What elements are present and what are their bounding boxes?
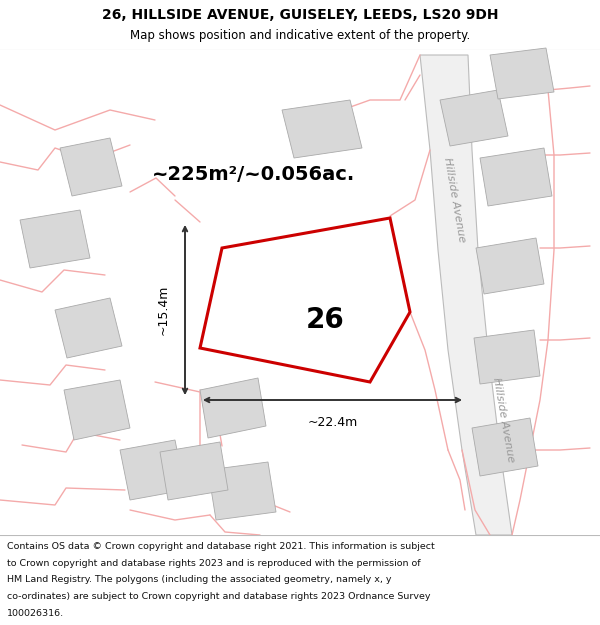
Text: ~22.4m: ~22.4m [307,416,358,429]
Text: co-ordinates) are subject to Crown copyright and database rights 2023 Ordnance S: co-ordinates) are subject to Crown copyr… [7,592,431,601]
Text: ~225m²/~0.056ac.: ~225m²/~0.056ac. [152,166,355,184]
Text: Hillside Avenue: Hillside Avenue [442,157,466,243]
Polygon shape [480,148,552,206]
Text: Map shows position and indicative extent of the property.: Map shows position and indicative extent… [130,29,470,42]
Polygon shape [474,330,540,384]
Text: to Crown copyright and database rights 2023 and is reproduced with the permissio: to Crown copyright and database rights 2… [7,559,421,568]
Text: 26: 26 [305,306,344,334]
Text: ~15.4m: ~15.4m [157,285,170,335]
Polygon shape [490,48,554,99]
Polygon shape [420,55,512,535]
Polygon shape [282,100,362,158]
Text: Contains OS data © Crown copyright and database right 2021. This information is : Contains OS data © Crown copyright and d… [7,542,435,551]
Polygon shape [208,462,276,520]
Polygon shape [476,238,544,294]
Polygon shape [55,298,122,358]
Text: Hillside Avenue: Hillside Avenue [491,377,515,463]
Polygon shape [160,442,228,500]
Polygon shape [200,218,410,382]
Polygon shape [60,138,122,196]
Polygon shape [64,380,130,440]
Text: HM Land Registry. The polygons (including the associated geometry, namely x, y: HM Land Registry. The polygons (includin… [7,576,392,584]
Text: 26, HILLSIDE AVENUE, GUISELEY, LEEDS, LS20 9DH: 26, HILLSIDE AVENUE, GUISELEY, LEEDS, LS… [102,8,498,22]
Text: 100026316.: 100026316. [7,609,64,618]
Polygon shape [120,440,185,500]
Polygon shape [20,210,90,268]
Polygon shape [200,378,266,438]
Polygon shape [472,418,538,476]
Polygon shape [440,90,508,146]
